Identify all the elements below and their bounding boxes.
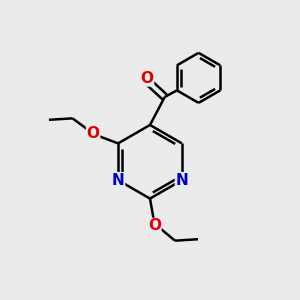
- Text: N: N: [112, 173, 124, 188]
- Text: O: O: [148, 218, 161, 233]
- Text: O: O: [87, 126, 100, 141]
- Text: N: N: [176, 173, 188, 188]
- Text: O: O: [141, 71, 154, 86]
